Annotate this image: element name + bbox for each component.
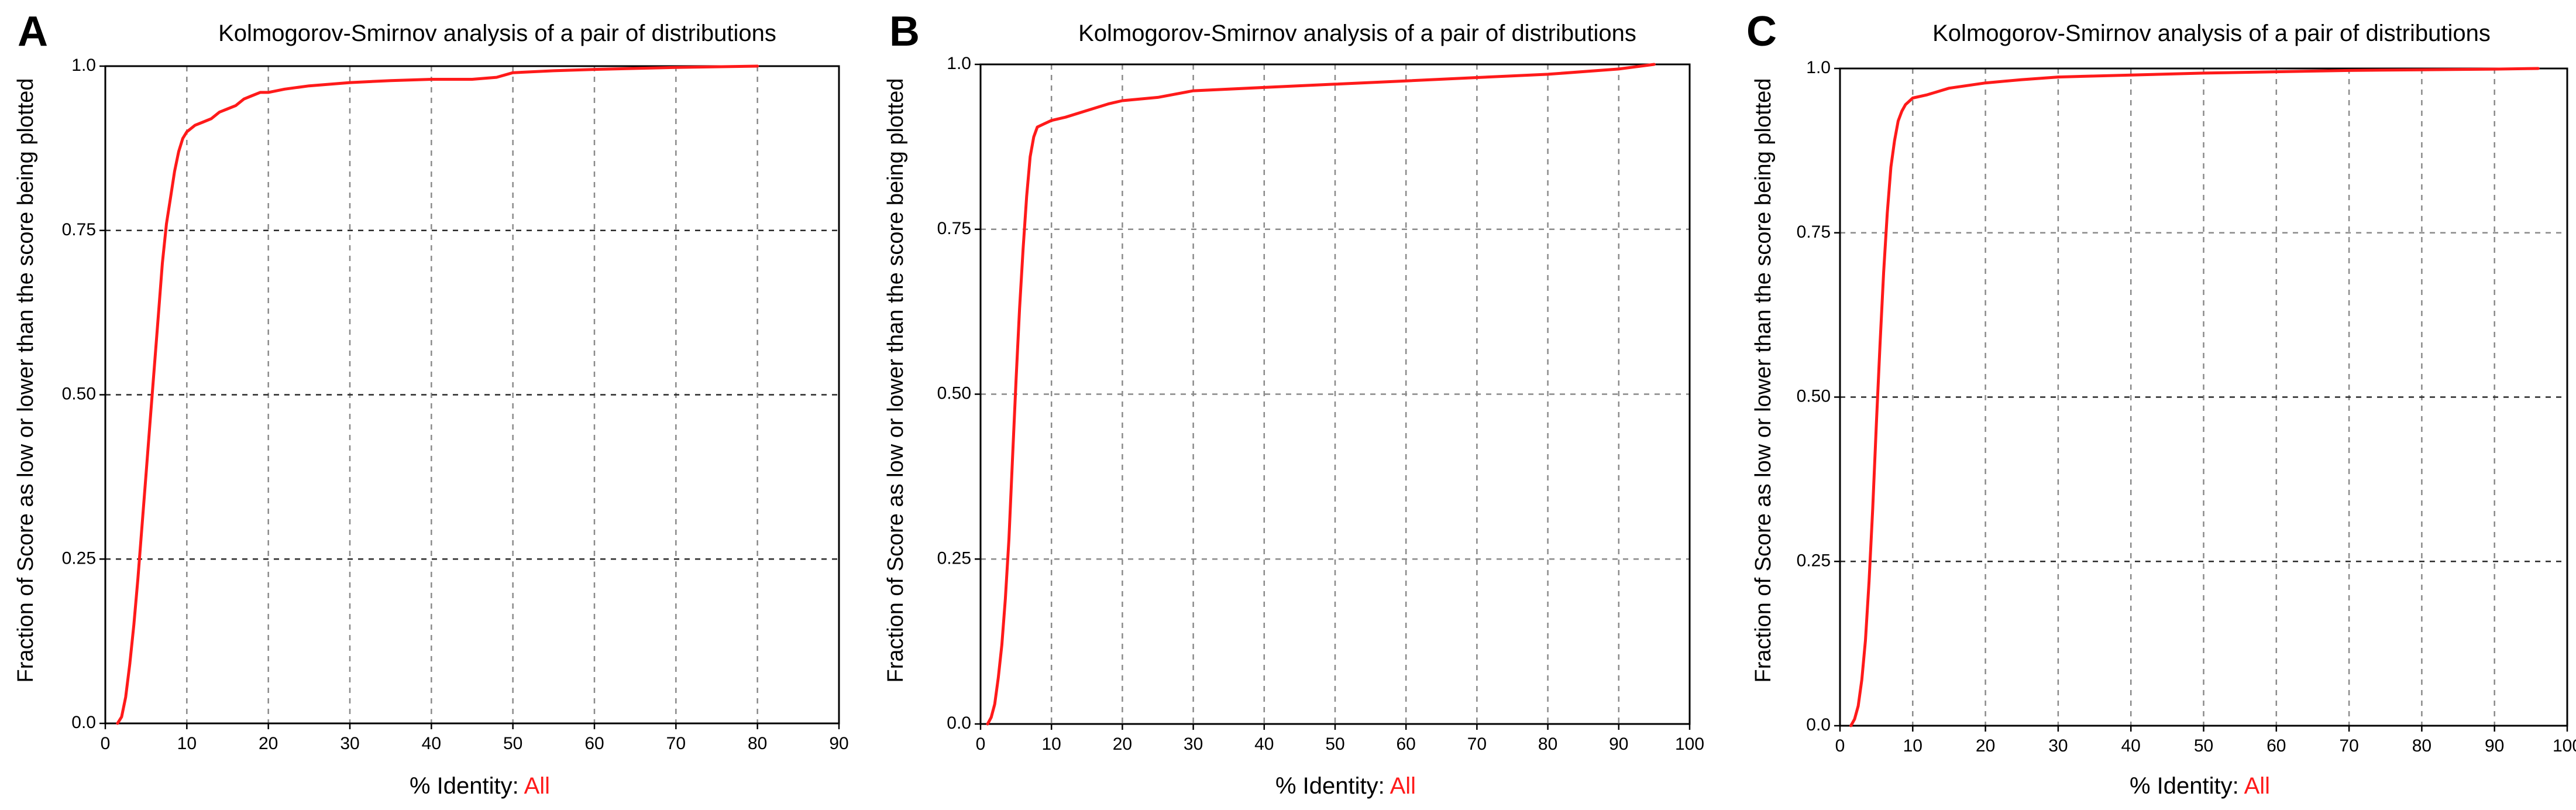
- panel-a-x-tick-label: 70: [666, 734, 686, 753]
- panel-c-x-axis-label-prefix: % Identity:: [2130, 773, 2244, 799]
- panel-c-x-tick-label: 20: [1976, 736, 1995, 756]
- panel-c-y-tick-label: 0.50: [1797, 387, 1831, 406]
- panel-c-x-tick-label: 30: [2048, 736, 2068, 756]
- panel-a-x-tick-label: 0: [101, 734, 111, 753]
- panel-c-x-tick-label: 10: [1903, 736, 1922, 756]
- panel-b: B Kolmogorov-Smirnov analysis of a pair …: [883, 8, 1704, 799]
- panel-b-y-axis-label: Fraction of Score as low or lower than t…: [883, 78, 908, 683]
- panel-b-x-tick-label: 50: [1325, 735, 1344, 754]
- panel-a-x-axis-label: % Identity: All: [410, 773, 550, 799]
- panel-c-y-tick-label: 0.25: [1797, 551, 1831, 570]
- panel-c-x-tick-label: 0: [1835, 736, 1845, 756]
- panel-c: C Kolmogorov-Smirnov analysis of a pair …: [1746, 8, 2576, 799]
- panel-b-y-tick-label: 0.0: [947, 713, 971, 733]
- panel-c-y-tick-label: 1.0: [1806, 58, 1831, 77]
- panel-a-x-tick-label: 80: [748, 734, 767, 753]
- panel-c-x-tick-label: 100: [2553, 736, 2576, 756]
- panel-a-x-tick-label: 20: [259, 734, 278, 753]
- panel-c-y-tick-label: 0.0: [1806, 715, 1831, 735]
- panel-c-plot-area: 0 10 20 30 40 50 60 70 80 90 100 0.0 0.25 0.50 0.75 1.0: [1797, 58, 2576, 756]
- panel-c-x-tick-label: 50: [2194, 736, 2213, 756]
- panel-a-y-axis-label: Fraction of Score as low or lower than t…: [13, 78, 38, 683]
- panel-b-x-axis-label-highlight: All: [1390, 773, 1416, 799]
- panel-c-series-line: [1849, 67, 2540, 727]
- panel-c-x-tick-label: 40: [2121, 736, 2141, 756]
- panel-b-x-tick-label: 10: [1042, 735, 1061, 754]
- panel-c-letter: C: [1746, 8, 1777, 55]
- panel-b-x-axis-label-prefix: % Identity:: [1275, 773, 1390, 799]
- panel-b-x-tick-label: 100: [1675, 735, 1704, 754]
- panel-b-plot-frame: [979, 63, 1691, 725]
- panel-a-x-tick-label: 40: [422, 734, 441, 753]
- panel-c-x-tick-label: 60: [2267, 736, 2286, 756]
- panel-a-x-tick-label: 60: [584, 734, 604, 753]
- panel-a-plot-frame: [104, 65, 840, 725]
- panel-b-y-tick-label: 0.75: [937, 219, 971, 238]
- panel-b-plot-area: 0 10 20 30 40 50 60 70 80 90 100 0.0 0.25 0.50 0.75 1.0: [937, 54, 1704, 754]
- panel-b-title: Kolmogorov-Smirnov analysis of a pair of…: [1078, 20, 1636, 46]
- panel-a-y-tick-label: 0.0: [71, 713, 96, 732]
- panel-a-y-tick-label: 0.75: [62, 220, 96, 239]
- panel-b-x-tick-label: 90: [1609, 735, 1628, 754]
- panel-b-x-tick-label: 70: [1467, 735, 1487, 754]
- panel-c-x-axis-label: % Identity: All: [2130, 773, 2270, 799]
- panel-a-x-tick-label: 10: [177, 734, 197, 753]
- panel-b-y-tick-label: 0.25: [937, 548, 971, 568]
- panel-b-letter: B: [889, 8, 920, 55]
- panel-b-y-tick-label: 0.50: [937, 384, 971, 403]
- panel-a-letter: A: [18, 8, 48, 55]
- panel-b-x-axis-label: % Identity: All: [1275, 773, 1416, 799]
- panel-a-x-axis-label-prefix: % Identity:: [410, 773, 524, 799]
- panel-b-x-tick-label: 0: [976, 735, 986, 754]
- panel-a-series-line: [116, 64, 759, 725]
- panel-c-title: Kolmogorov-Smirnov analysis of a pair of…: [1932, 20, 2491, 46]
- panel-b-series-line: [986, 63, 1656, 726]
- panel-c-plot-frame: [1839, 67, 2568, 727]
- panel-a: A Kolmogorov-Smirnov analysis of a pair …: [13, 8, 849, 799]
- panel-a-x-axis-label-highlight: All: [524, 773, 550, 799]
- panel-c-x-axis-label-highlight: All: [2244, 773, 2270, 799]
- panel-c-x-tick-label: 90: [2485, 736, 2504, 756]
- panel-c-x-tick-label: 80: [2412, 736, 2431, 756]
- panel-c-y-tick-label: 0.75: [1797, 222, 1831, 242]
- panel-b-x-tick-label: 20: [1113, 735, 1132, 754]
- panel-c-x-tick-label: 70: [2339, 736, 2358, 756]
- panel-b-x-tick-label: 30: [1184, 735, 1203, 754]
- panel-a-x-tick-label: 30: [340, 734, 359, 753]
- panel-b-y-tick-label: 1.0: [947, 54, 971, 73]
- panel-b-x-tick-label: 80: [1538, 735, 1557, 754]
- panel-b-x-tick-label: 40: [1254, 735, 1274, 754]
- panel-a-plot-area: 0 10 20 30 40 50 60 70 80 90 0.0 0.25 0.50 0.75 1.0: [62, 56, 849, 753]
- panel-a-y-tick-label: 0.25: [62, 548, 96, 568]
- panel-b-x-tick-label: 60: [1397, 735, 1416, 754]
- panel-a-x-tick-label: 90: [829, 734, 848, 753]
- panel-a-y-tick-label: 1.0: [71, 56, 96, 75]
- panel-c-y-axis-label: Fraction of Score as low or lower than t…: [1751, 78, 1776, 683]
- panel-a-y-tick-label: 0.50: [62, 385, 96, 404]
- panel-a-title: Kolmogorov-Smirnov analysis of a pair of…: [218, 20, 776, 46]
- panel-a-x-tick-label: 50: [503, 734, 522, 753]
